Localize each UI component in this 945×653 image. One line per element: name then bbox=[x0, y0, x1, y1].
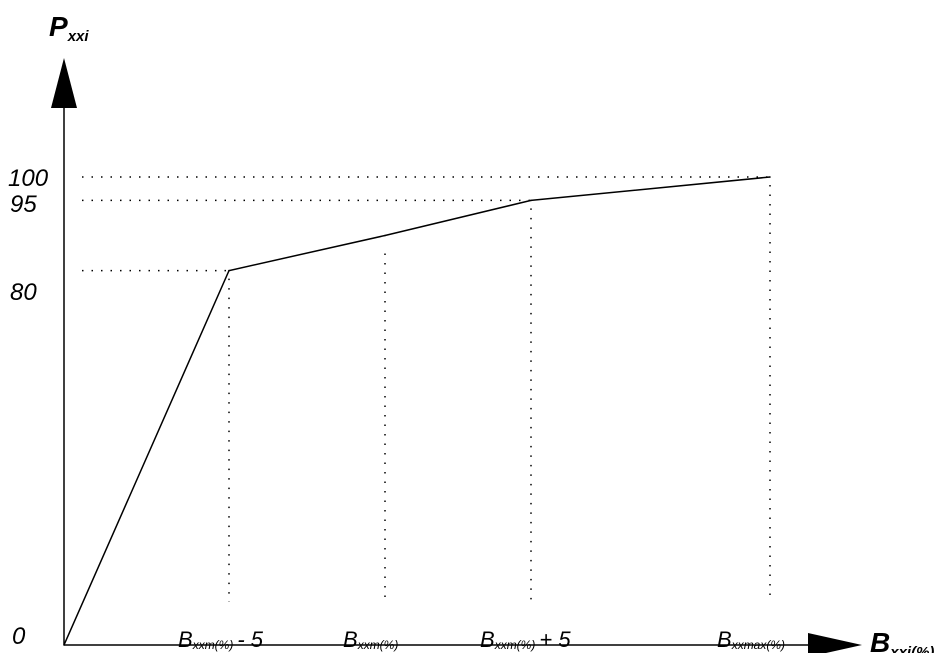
data-point-4 bbox=[769, 176, 771, 178]
y-tick-label-100: 100 bbox=[8, 165, 49, 192]
y-tick-label-80: 80 bbox=[10, 279, 37, 306]
x-tick-label-mid: Bxxm(%) bbox=[343, 627, 398, 652]
x-tick-label-minus5: Bxxm(%) - 5 bbox=[178, 627, 264, 652]
x-axis-subscript: xxi(%) bbox=[889, 644, 934, 653]
y-tick-label-0: 0 bbox=[12, 623, 26, 650]
data-point-0 bbox=[63, 644, 65, 646]
y-axis-arrow bbox=[51, 58, 77, 108]
data-point-1 bbox=[228, 269, 230, 272]
y-axis-symbol: P bbox=[49, 11, 68, 42]
x-axis-title: Bxxi(%) bbox=[870, 627, 934, 653]
data-point-3 bbox=[530, 199, 532, 202]
y-axis-subscript: xxi bbox=[67, 28, 90, 45]
x-axis-arrow bbox=[808, 633, 862, 653]
guide-lines bbox=[82, 176, 771, 602]
x-axis-symbol: B bbox=[870, 627, 890, 653]
y-tick-label-95: 95 bbox=[10, 191, 37, 218]
series-layer bbox=[63, 176, 771, 646]
x-tick-label-plus5: Bxxm(%) + 5 bbox=[480, 627, 571, 652]
data-point-2 bbox=[384, 234, 386, 237]
y-axis-title: Pxxi bbox=[49, 11, 89, 45]
x-tick-label-max: Bxxmax(%) bbox=[717, 627, 785, 652]
series-line bbox=[63, 176, 771, 646]
